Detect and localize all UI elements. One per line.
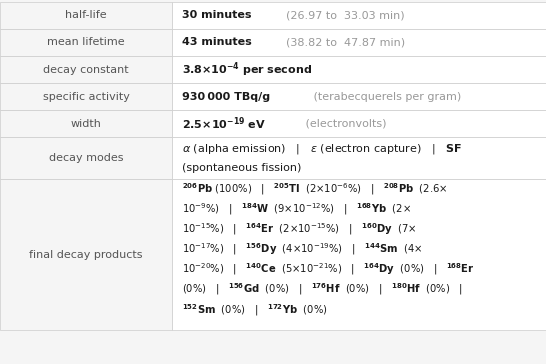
Text: final decay products: final decay products [29,250,143,260]
Text: $\mathbf{3.8{\times}10^{-4}}$ $\mathbf{per\ second}$: $\mathbf{3.8{\times}10^{-4}}$ $\mathbf{p… [182,60,312,79]
Text: decay modes: decay modes [49,153,123,163]
Text: decay constant: decay constant [43,65,129,75]
Bar [0,179,172,331]
Text: (0%)   |   $\mathbf{^{156}}$$\mathbf{Gd}$  (0%)   |   $\mathbf{^{176}}$$\mathbf{: (0%) | $\mathbf{^{156}}$$\mathbf{Gd}$ (0… [182,282,462,297]
Text: 43 minutes: 43 minutes [182,37,252,47]
Bar [172,138,546,179]
Text: specific activity: specific activity [43,92,129,102]
Text: $\mathit{\alpha}$ (alpha emission)   |   $\epsilon$ (electron capture)   |   $\m: $\mathit{\alpha}$ (alpha emission) | $\e… [182,142,462,156]
Text: (terabecquerels per gram): (terabecquerels per gram) [310,92,461,102]
Text: half-life: half-life [65,11,107,20]
Text: 10$^{-15}$%)   |   $\mathbf{^{164}}$$\mathbf{Er}$  (2×10$^{-15}$%)   |   $\mathb: 10$^{-15}$%) | $\mathbf{^{164}}$$\mathbf… [182,221,417,237]
Bar [0,2,172,29]
Text: 10$^{-17}$%)   |   $\mathbf{^{156}}$$\mathbf{Dy}$  (4×10$^{-19}$%)   |   $\mathb: 10$^{-17}$%) | $\mathbf{^{156}}$$\mathbf… [182,241,423,257]
Text: 930 000 TBq/g: 930 000 TBq/g [182,92,270,102]
Text: (38.82 to  47.87 min): (38.82 to 47.87 min) [279,37,405,47]
Text: 10$^{-20}$%)   |   $\mathbf{^{140}}$$\mathbf{Ce}$  (5×10$^{-21}$%)   |   $\mathb: 10$^{-20}$%) | $\mathbf{^{140}}$$\mathbf… [182,262,474,277]
Text: (26.97 to  33.03 min): (26.97 to 33.03 min) [279,11,405,20]
Text: 30 minutes: 30 minutes [182,11,251,20]
Bar [0,83,172,110]
Text: mean lifetime: mean lifetime [47,37,125,47]
Bar [172,83,546,110]
Bar [172,2,546,29]
Text: $\mathbf{^{152}}$$\mathbf{Sm}$  (0%)   |   $\mathbf{^{172}}$$\mathbf{Yb}$  (0%): $\mathbf{^{152}}$$\mathbf{Sm}$ (0%) | $\… [182,302,328,317]
Bar [0,110,172,138]
Text: width: width [70,119,102,129]
Bar [172,179,546,331]
Text: (spontaneous fission): (spontaneous fission) [182,163,301,173]
Bar [172,110,546,138]
Bar [0,29,172,56]
Bar [0,56,172,83]
Text: 10$^{-9}$%)   |   $\mathbf{^{184}}$$\mathbf{W}$  (9×10$^{-12}$%)   |   $\mathbf{: 10$^{-9}$%) | $\mathbf{^{184}}$$\mathbf{… [182,201,411,217]
Text: $\mathbf{2.5{\times}10^{-19}}$ $\mathbf{eV}$: $\mathbf{2.5{\times}10^{-19}}$ $\mathbf{… [182,115,266,132]
Bar [0,138,172,179]
Text: $\mathbf{^{206}}$$\mathbf{Pb}$ (100%)   |   $\mathbf{^{205}}$$\mathbf{Tl}$  (2×1: $\mathbf{^{206}}$$\mathbf{Pb}$ (100%) | … [182,181,448,197]
Bar [172,29,546,56]
Text: (electronvolts): (electronvolts) [302,119,387,129]
Bar [172,56,546,83]
